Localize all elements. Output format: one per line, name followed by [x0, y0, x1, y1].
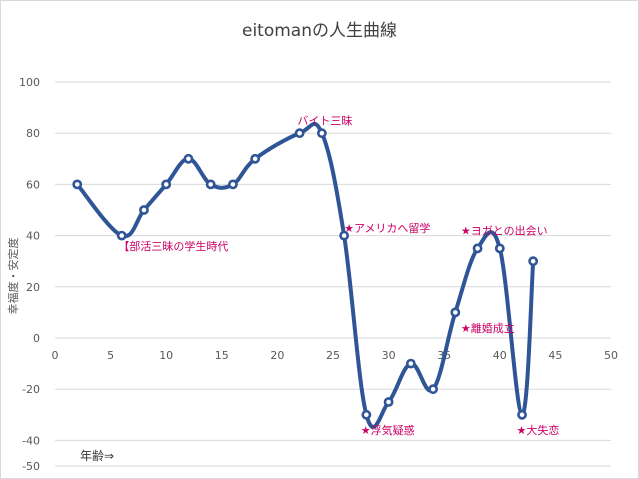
data-point: [228, 179, 238, 190]
x-tick-label: 30: [382, 349, 396, 362]
y-tick-label: 100: [19, 76, 40, 89]
data-point: [450, 307, 461, 318]
annotation-label: バイト三昧: [297, 114, 352, 127]
annotation-label: ★大失恋: [516, 423, 559, 437]
data-point: [205, 179, 216, 190]
data-point: [472, 243, 483, 254]
data-point: [139, 205, 149, 215]
annotation-label: 【部活三昧の学生時代: [118, 239, 228, 253]
x-tick-label: 15: [215, 349, 229, 362]
series-line: [75, 121, 536, 429]
data-point: [294, 128, 305, 139]
x-tick-label: 25: [326, 349, 340, 362]
y-tick-label: 60: [26, 178, 40, 191]
x-axis-label: 年齢⇒: [80, 448, 114, 463]
y-tick-label: 80: [26, 127, 40, 140]
annotation-label: ★離婚成立: [461, 321, 515, 335]
y-tick-label: 20: [26, 281, 40, 294]
x-tick-label: 20: [270, 349, 284, 362]
x-tick-label: 40: [493, 349, 507, 362]
annotation-label: ★アメリカへ留学: [344, 221, 430, 235]
data-point: [116, 230, 127, 241]
data-point: [405, 358, 416, 369]
y-tick-label: -20: [22, 383, 40, 396]
x-tick-label: 5: [107, 349, 114, 362]
y-tick-label: -40: [22, 434, 40, 447]
y-tick-label: 40: [26, 230, 40, 243]
x-tick-label: 45: [548, 349, 562, 362]
chart-title: eitomanの人生曲線: [241, 21, 397, 41]
data-point: [528, 256, 539, 267]
data-point: [361, 409, 372, 420]
data-point: [316, 128, 327, 139]
y-tick-label: 0: [33, 332, 40, 345]
data-point: [428, 384, 438, 395]
x-tick-label: 50: [604, 349, 618, 362]
x-tick-label: 10: [159, 349, 173, 362]
data-point: [494, 243, 505, 254]
data-point: [383, 397, 394, 407]
data-point: [72, 179, 83, 190]
annotation-label: ★ヨガとの出会い: [461, 223, 548, 237]
y-axis-label: 幸福度・安定度: [6, 238, 20, 315]
data-point: [183, 153, 194, 164]
data-point: [339, 230, 350, 241]
data-point: [161, 179, 172, 190]
annotation-label: ★浮気疑惑: [361, 423, 415, 437]
x-tick-label: 0: [52, 349, 59, 362]
data-point: [517, 409, 527, 420]
data-point: [250, 153, 261, 164]
y-tick-label: -50: [22, 460, 40, 473]
